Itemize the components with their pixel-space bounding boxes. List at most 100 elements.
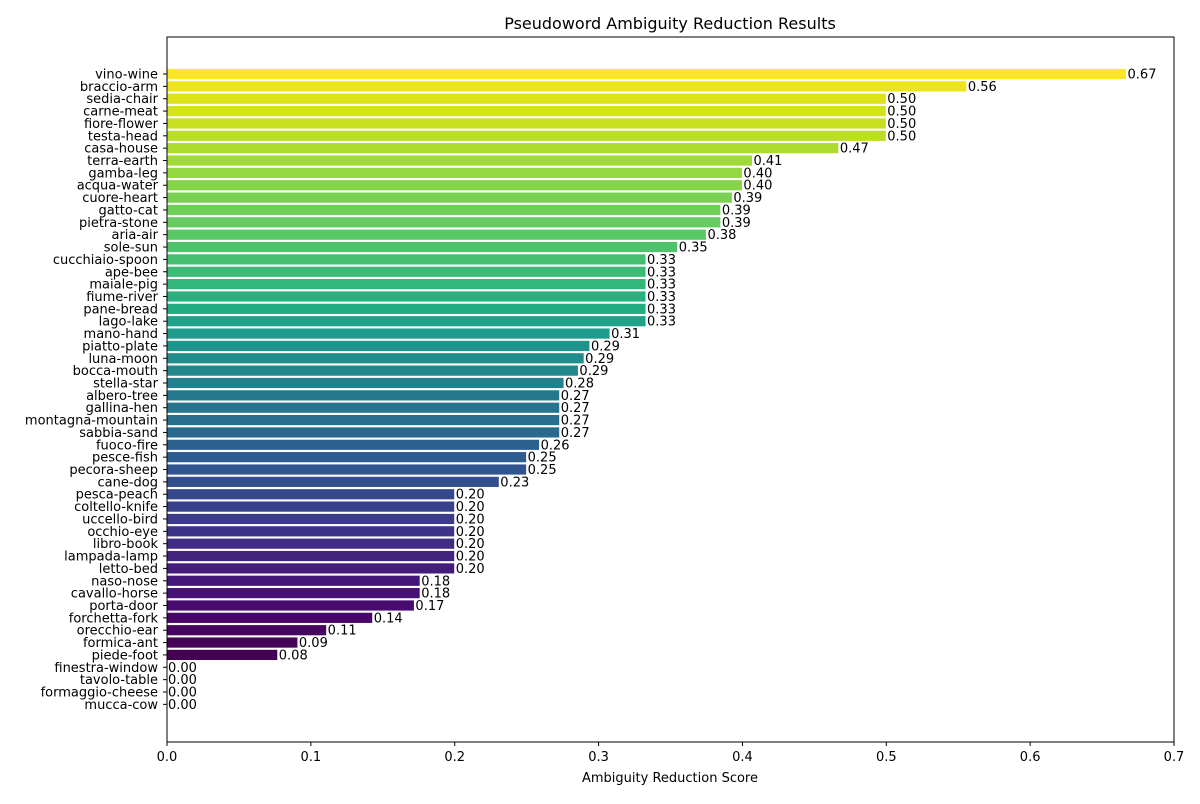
bar: [166, 179, 743, 192]
data-label: 0.67: [1128, 68, 1157, 83]
data-label: 0.39: [722, 203, 751, 218]
x-axis-title: Ambiguity Reduction Score: [582, 771, 758, 786]
category-label: letto-bed: [99, 562, 158, 577]
data-label: 0.33: [647, 253, 676, 268]
category-label: aria-air: [111, 228, 158, 243]
data-label: 0.50: [887, 105, 916, 120]
data-label: 0.29: [579, 364, 608, 379]
category-label: testa-head: [88, 129, 158, 144]
data-label: 0.26: [541, 438, 570, 453]
category-label: uccello-bird: [82, 512, 158, 527]
bar: [166, 302, 647, 315]
value-labels-layer: 0.670.560.500.500.500.500.470.410.400.40…: [168, 68, 1156, 713]
bar: [166, 315, 647, 328]
category-label: sole-sun: [104, 241, 158, 256]
data-label: 0.50: [887, 117, 916, 132]
bar: [166, 549, 456, 563]
data-label: 0.40: [743, 179, 772, 194]
category-label: cane-dog: [98, 475, 159, 490]
data-label: 0.00: [168, 673, 197, 688]
category-label: stella-star: [93, 377, 159, 392]
category-label: fiore-flower: [84, 117, 159, 132]
data-label: 0.39: [733, 191, 762, 206]
data-label: 0.25: [528, 463, 557, 478]
category-label: piatto-plate: [82, 339, 158, 354]
data-label: 0.33: [647, 315, 676, 330]
data-label: 0.23: [500, 475, 529, 490]
bar: [166, 463, 528, 476]
bar: [166, 401, 561, 414]
data-label: 0.27: [561, 389, 590, 404]
bar: [166, 451, 528, 464]
x-tick-label: 0.2: [444, 750, 465, 765]
bar: [166, 611, 374, 624]
data-label: 0.00: [168, 686, 197, 701]
category-label: finestra-window: [54, 661, 158, 676]
data-label: 0.50: [887, 92, 916, 107]
data-label: 0.41: [753, 154, 782, 169]
category-label: porta-door: [89, 599, 158, 614]
category-label: vino-wine: [95, 68, 158, 83]
category-label: cavallo-horse: [71, 587, 158, 602]
category-label: tavolo-table: [80, 673, 158, 688]
category-label: acqua-water: [77, 179, 159, 194]
category-label: sedia-chair: [86, 92, 158, 107]
data-label: 0.20: [456, 500, 485, 515]
x-tick-label: 0.3: [588, 750, 609, 765]
bar: [166, 389, 561, 402]
category-label: libro-book: [93, 537, 159, 552]
data-label: 0.08: [279, 648, 308, 663]
bar: [166, 488, 456, 501]
data-label: 0.18: [421, 574, 450, 589]
bar: [166, 339, 591, 353]
category-label: albero-tree: [86, 389, 158, 404]
bar: [166, 500, 456, 513]
bar: [166, 290, 647, 303]
x-tick-label: 0.5: [876, 750, 897, 765]
data-label: 0.00: [168, 661, 197, 676]
data-label: 0.29: [591, 339, 620, 354]
bar: [166, 574, 421, 587]
bar: [166, 154, 753, 167]
category-label: forchetta-fork: [69, 611, 159, 626]
data-label: 0.33: [647, 290, 676, 305]
data-label: 0.33: [647, 278, 676, 293]
data-label: 0.33: [647, 302, 676, 317]
bar: [166, 537, 456, 550]
bar: [166, 203, 722, 217]
data-label: 0.50: [887, 129, 916, 144]
bar: [166, 117, 887, 130]
bar: [166, 364, 579, 377]
category-label: formaggio-cheese: [41, 686, 158, 701]
category-label: maiale-pig: [89, 278, 158, 293]
category-label: pane-bread: [83, 302, 158, 317]
bar: [166, 67, 1128, 81]
data-label: 0.20: [456, 512, 485, 527]
bar: [166, 562, 456, 575]
bar: [166, 104, 887, 118]
category-label: terra-earth: [87, 154, 158, 169]
bar: [166, 438, 541, 451]
data-label: 0.56: [968, 80, 997, 95]
bar: [166, 327, 611, 340]
bar: [166, 80, 968, 93]
plot-frame: [166, 36, 1175, 743]
category-label: gamba-leg: [88, 166, 158, 181]
chart-title: Pseudoword Ambiguity Reduction Results: [504, 14, 836, 33]
bar: [166, 166, 743, 179]
data-label: 0.20: [456, 488, 485, 503]
data-label: 0.20: [456, 537, 485, 552]
data-label: 0.11: [328, 624, 357, 639]
bar: [166, 648, 279, 662]
bar: [166, 228, 707, 241]
category-label: luna-moon: [88, 352, 158, 367]
data-label: 0.27: [561, 414, 590, 429]
category-label: occhio-eye: [87, 525, 158, 540]
data-label: 0.20: [456, 525, 485, 540]
data-label: 0.38: [707, 228, 736, 243]
x-tick-label: 0.6: [1020, 750, 1041, 765]
data-label: 0.17: [415, 599, 444, 614]
data-label: 0.31: [611, 327, 640, 342]
category-labels-layer: vino-winebraccio-armsedia-chaircarne-mea…: [25, 68, 167, 713]
